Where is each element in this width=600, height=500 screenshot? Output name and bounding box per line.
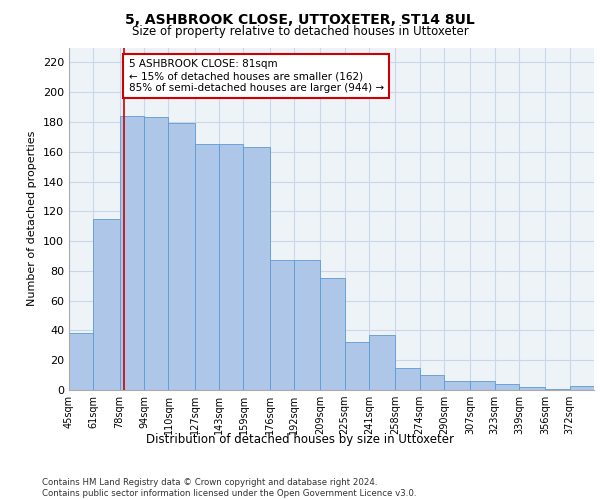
Bar <box>545 388 569 390</box>
Text: Distribution of detached houses by size in Uttoxeter: Distribution of detached houses by size … <box>146 432 454 446</box>
Bar <box>519 387 545 390</box>
Text: 5, ASHBROOK CLOSE, UTTOXETER, ST14 8UL: 5, ASHBROOK CLOSE, UTTOXETER, ST14 8UL <box>125 12 475 26</box>
Bar <box>369 335 395 390</box>
Bar <box>69 334 94 390</box>
Bar <box>444 381 470 390</box>
Bar <box>419 375 444 390</box>
Bar <box>119 116 144 390</box>
Text: Contains HM Land Registry data © Crown copyright and database right 2024.
Contai: Contains HM Land Registry data © Crown c… <box>42 478 416 498</box>
Bar <box>144 118 169 390</box>
Bar <box>569 386 594 390</box>
Bar <box>269 260 294 390</box>
Text: 5 ASHBROOK CLOSE: 81sqm
← 15% of detached houses are smaller (162)
85% of semi-d: 5 ASHBROOK CLOSE: 81sqm ← 15% of detache… <box>128 60 384 92</box>
Bar <box>470 381 494 390</box>
Bar <box>94 219 119 390</box>
Y-axis label: Number of detached properties: Number of detached properties <box>28 131 37 306</box>
Text: Size of property relative to detached houses in Uttoxeter: Size of property relative to detached ho… <box>131 25 469 38</box>
Bar <box>294 260 320 390</box>
Bar <box>219 144 244 390</box>
Bar <box>194 144 219 390</box>
Bar <box>320 278 344 390</box>
Bar <box>244 148 269 390</box>
Bar <box>344 342 369 390</box>
Bar <box>494 384 519 390</box>
Bar <box>169 124 194 390</box>
Bar <box>395 368 419 390</box>
